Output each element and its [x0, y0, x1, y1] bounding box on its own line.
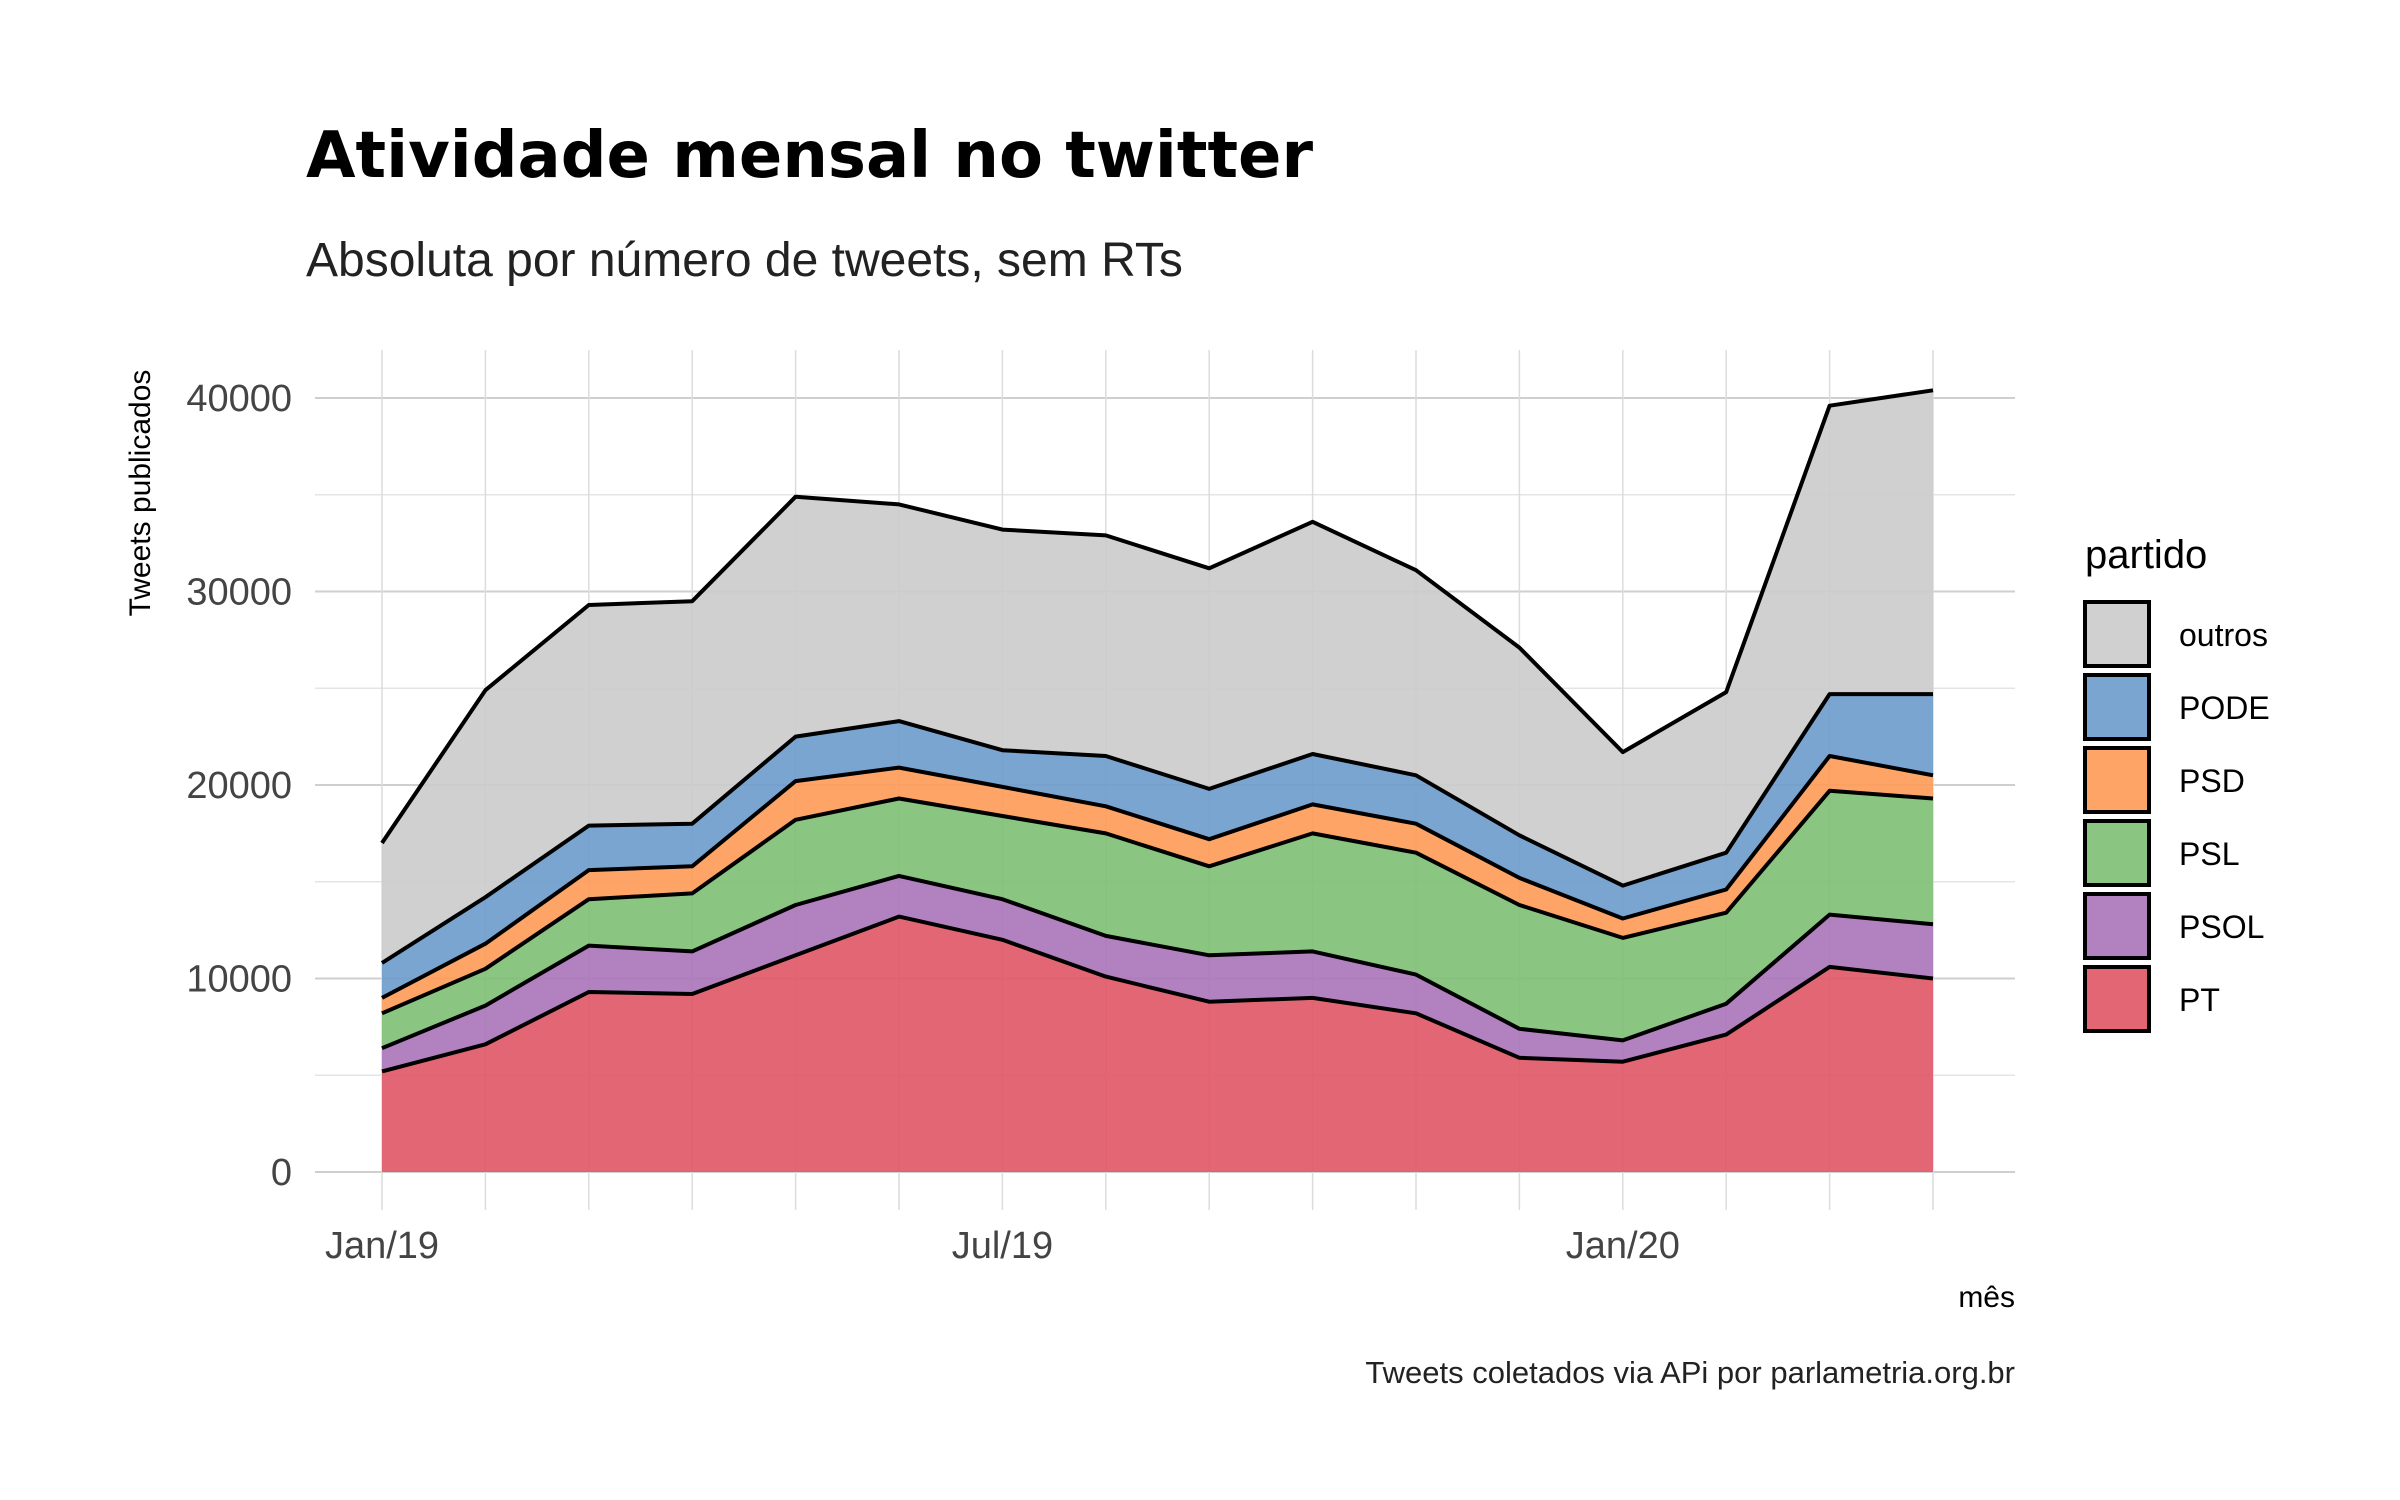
area-outline-psol: [381, 873, 1934, 1051]
legend-label-psd: PSD: [2179, 763, 2245, 799]
area-outline-psl: [381, 788, 1934, 1016]
legend-key-outros: [2083, 600, 2151, 668]
legend: outros PODE PSD PSL PSOL PT: [2083, 600, 2270, 1033]
area-outline-psd: [381, 754, 1934, 1000]
area-outline-pode: [380, 692, 1933, 965]
legend-title: partido: [2085, 533, 2207, 577]
y-axis-label: Tweets publicados: [124, 370, 157, 617]
x-axis-ticks: Jan/19 Jul/19 Jan/20: [325, 1225, 1680, 1267]
area-psol: [382, 875, 1933, 1072]
legend-key-pode: [2083, 673, 2151, 741]
legend-label-pt: PT: [2179, 982, 2220, 1018]
chart-subtitle: Absoluta por número de tweets, sem RTs: [306, 234, 1183, 287]
area-psl: [382, 790, 1933, 1049]
y-tick-label: 30000: [186, 572, 292, 614]
legend-label-psl: PSL: [2179, 836, 2239, 872]
y-axis-ticks: 0 10000 20000 30000 40000: [186, 378, 292, 1194]
x-axis-label: mês: [1958, 1281, 2015, 1314]
x-tick-label: Jul/19: [952, 1225, 1053, 1267]
legend-label-psol: PSOL: [2179, 909, 2264, 945]
y-tick-label: 20000: [186, 765, 292, 807]
x-tick-label: Jan/19: [325, 1225, 439, 1267]
y-tick-label: 40000: [186, 378, 292, 420]
area-pt: [382, 916, 1933, 1172]
stacked-areas: [382, 390, 1933, 1172]
chart-caption: Tweets coletados via APi por parlametria…: [1365, 1355, 2015, 1390]
y-tick-label: 10000: [186, 959, 292, 1001]
legend-key-psl: [2083, 819, 2151, 887]
area-outline-outros: [380, 388, 1934, 845]
legend-label-pode: PODE: [2179, 690, 2270, 726]
y-tick-label: 0: [271, 1152, 292, 1194]
legend-key-pt: [2083, 965, 2151, 1033]
area-outline-pt: [381, 914, 1934, 1074]
area-outros: [382, 390, 1933, 963]
area-outlines: [380, 388, 1934, 1074]
legend-key-psol: [2083, 892, 2151, 960]
x-tick-label: Jan/20: [1566, 1225, 1680, 1267]
chart-title: Atividade mensal no twitter: [306, 119, 1313, 193]
area-psd: [382, 756, 1933, 1014]
legend-label-outros: outros: [2179, 617, 2268, 653]
legend-key-psd: [2083, 746, 2151, 814]
area-pode: [382, 694, 1933, 998]
